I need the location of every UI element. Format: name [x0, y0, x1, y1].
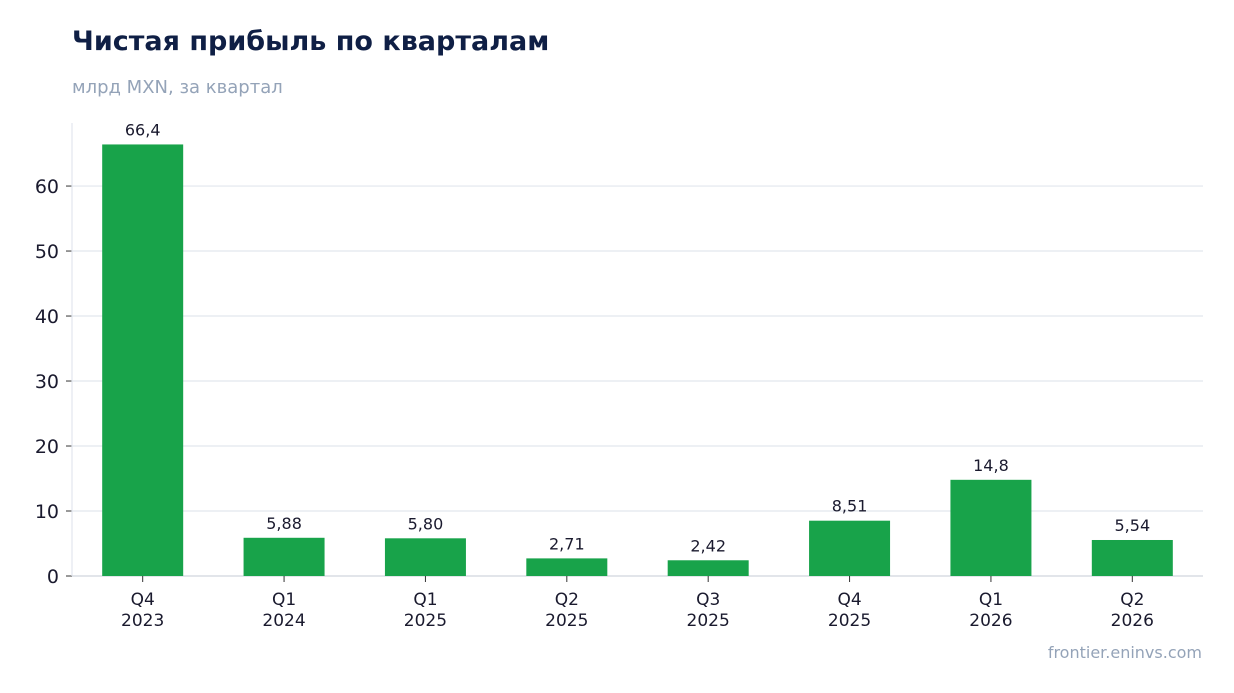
x-tick-label: Q1 2026: [969, 590, 1012, 631]
chart-subtitle: млрд MXN, за квартал: [72, 77, 283, 98]
bar-value-label: 5,88: [266, 514, 302, 533]
x-tick-label: Q4 2025: [828, 590, 871, 631]
bar-value-label: 8,51: [832, 497, 868, 516]
x-tick-label: Q2 2026: [1111, 590, 1154, 631]
bar-value-label: 2,71: [549, 534, 585, 553]
bar-value-label: 2,42: [690, 536, 726, 555]
bar-value-label: 5,80: [408, 514, 444, 533]
bar-value-label: 66,4: [125, 120, 161, 139]
x-tick-label: Q1 2024: [262, 590, 305, 631]
source-credit: frontier.eninvs.com: [1047, 643, 1202, 662]
x-tick-label: Q2 2025: [545, 590, 588, 631]
bar: [950, 479, 1032, 576]
y-tick-label: 50: [35, 241, 59, 263]
bar: [526, 558, 608, 576]
y-tick-label: 30: [35, 371, 59, 393]
y-tick-label: 20: [35, 436, 59, 458]
bar: [243, 537, 325, 576]
bar: [809, 520, 891, 576]
bar: [667, 560, 749, 576]
y-tick-label: 0: [47, 566, 59, 588]
bar: [102, 144, 184, 576]
bar-value-label: 14,8: [973, 456, 1009, 475]
y-tick-label: 40: [35, 306, 59, 328]
bar-value-label: 5,54: [1115, 516, 1151, 535]
bar: [1091, 539, 1173, 576]
x-tick-label: Q4 2023: [121, 590, 164, 631]
chart-title: Чистая прибыль по кварталам: [72, 26, 550, 57]
bar: [384, 538, 466, 576]
y-tick-label: 60: [35, 176, 59, 198]
x-tick-label: Q3 2025: [687, 590, 730, 631]
x-tick-label: Q1 2025: [404, 590, 447, 631]
y-tick-label: 10: [35, 501, 59, 523]
